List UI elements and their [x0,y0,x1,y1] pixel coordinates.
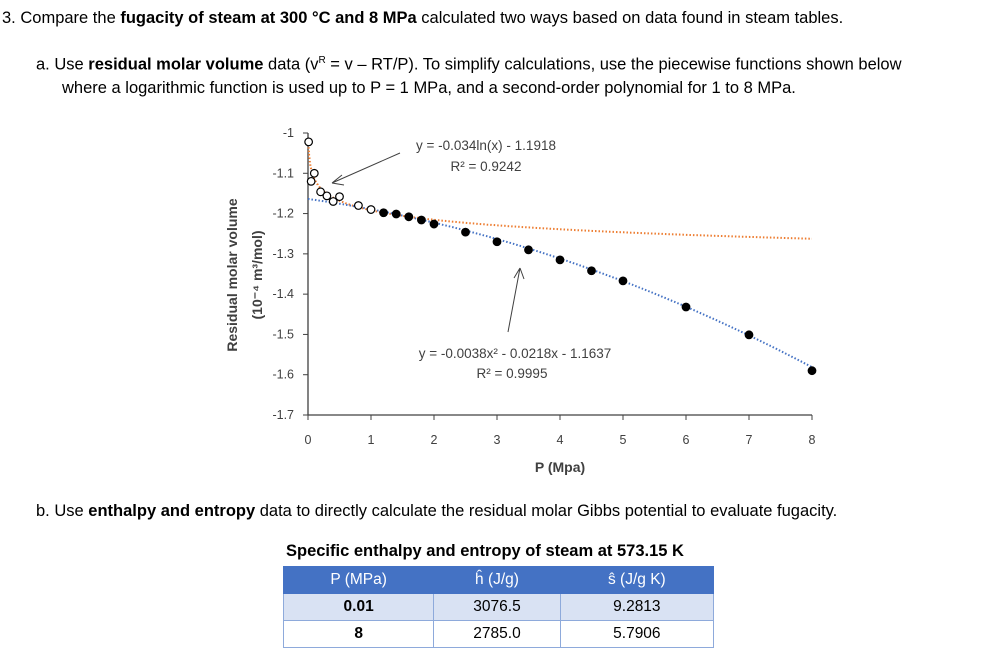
open-data-point [306,176,316,186]
filled-data-point [391,209,401,219]
y-tick-label: -1.5 [272,327,294,341]
cell-pressure: 8 [282,620,435,648]
table-title: Specific enthalpy and entropy of steam a… [286,542,684,560]
poly-trendline [307,197,813,369]
filled-data-point [587,266,596,276]
steam-table: P (MPa) ĥ (J/g) ŝ (J/g K) 0.01 3076.5 9.… [282,566,715,648]
header-enthalpy: ĥ (J/g) [433,566,561,594]
log-trendline [307,146,813,240]
intro-bold: fugacity of steam at 300 °C and 8 MPa [120,9,417,27]
filled-data-point [417,215,426,225]
y-tick-label: -1.2 [272,207,294,221]
filled-data-point [461,227,470,237]
filled-data-point [618,276,628,286]
part-a-label: a. [36,55,50,74]
intro-text-end: calculated two ways based on data found … [416,9,844,27]
part-a-text-end: = v – RT/P). To simplify calculations, u… [325,55,902,74]
part-b-label: b. [36,502,50,520]
x-axis-title: P (Mpa) [535,459,585,475]
filled-data-point [555,255,565,265]
y-tick-label: -1.6 [272,368,294,382]
part-a: a. Use residual molar volume data (vR = … [36,51,902,75]
open-data-point [316,187,326,197]
x-tick-label: 8 [809,433,816,447]
filled-data-point [807,366,817,376]
part-b-text-end: data to directly calculate the residual … [255,502,838,520]
cell-entropy: 9.2813 [559,593,715,621]
open-data-point [335,192,344,202]
filled-data-point [404,212,414,222]
part-a-text-mid: data (v [263,55,319,74]
residual-volume-chart: -1 -1.1 -1.2 -1.3 -1.4 -1.5 -1.6 -1.7 0 1 2 3 4 5 6 7 8 P… [224,126,817,475]
y-tick-label: -1.3 [272,247,294,261]
poly-equation: y = -0.0038x² - 0.0218x - 1.1637 [419,346,612,361]
cell-enthalpy: 2785.0 [433,620,561,648]
filled-data-point [744,330,754,340]
cell-entropy: 5.7906 [559,620,715,648]
part-a-sup: R [318,55,326,66]
cell-pressure: 0.01 [282,593,435,621]
table-header-row: P (MPa) ĥ (J/g) ŝ (J/g K) [282,566,715,594]
open-data-point [354,201,363,210]
y-tick-label: -1.1 [272,166,294,180]
open-data-point [322,191,332,201]
open-data-point [304,137,314,147]
header-pressure: P (MPa) [282,566,435,594]
open-data-point [309,168,319,178]
part-a-text: Use [54,55,89,74]
question-intro: 3. Compare the fugacity of steam at 300 … [2,8,843,28]
y-axis-title: Residual molar volume [224,198,240,351]
filled-data-point [429,219,439,229]
x-tick-label: 3 [494,433,501,447]
x-tick-label: 7 [746,433,753,447]
filled-data-point [379,208,389,218]
open-data-point [366,205,376,214]
part-a-bold: residual molar volume [88,55,264,74]
y-tick-label: -1.7 [272,408,294,422]
x-tick-label: 2 [431,433,438,447]
y-axis-title-units: (10⁻⁴ m³/mol) [249,231,265,320]
arrow-icon [331,152,401,186]
filled-data-point [681,302,691,312]
y-tick-label: -1.4 [272,287,294,301]
x-tick-label: 4 [557,433,564,447]
part-a-line2: where a logarithmic function is used up … [62,79,796,97]
y-tick-label: -1 [283,126,294,140]
part-b: b. Use enthalpy and entropy data to dire… [36,501,837,521]
log-equation: y = -0.034ln(x) - 1.1918 [416,138,556,153]
table-row: 0.01 3076.5 9.2813 [282,593,715,621]
x-tick-label: 6 [683,433,690,447]
table-row: 8 2785.0 5.7906 [282,620,715,648]
header-entropy: ŝ (J/g K) [559,566,715,594]
x-tick-label: 1 [368,433,375,447]
part-b-text: Use [54,502,89,520]
poly-r-squared: R² = 0.9995 [477,366,548,381]
x-tick-label: 0 [305,433,312,447]
filled-data-point [524,245,533,255]
arrow-icon [507,267,525,333]
filled-data-point [492,237,502,247]
part-b-bold: enthalpy and entropy [88,502,256,520]
intro-text: Compare the [20,9,121,27]
open-data-point [328,197,338,206]
cell-enthalpy: 3076.5 [433,593,561,621]
x-tick-label: 5 [620,433,627,447]
log-r-squared: R² = 0.9242 [451,159,522,174]
question-number: 3. [2,9,16,27]
